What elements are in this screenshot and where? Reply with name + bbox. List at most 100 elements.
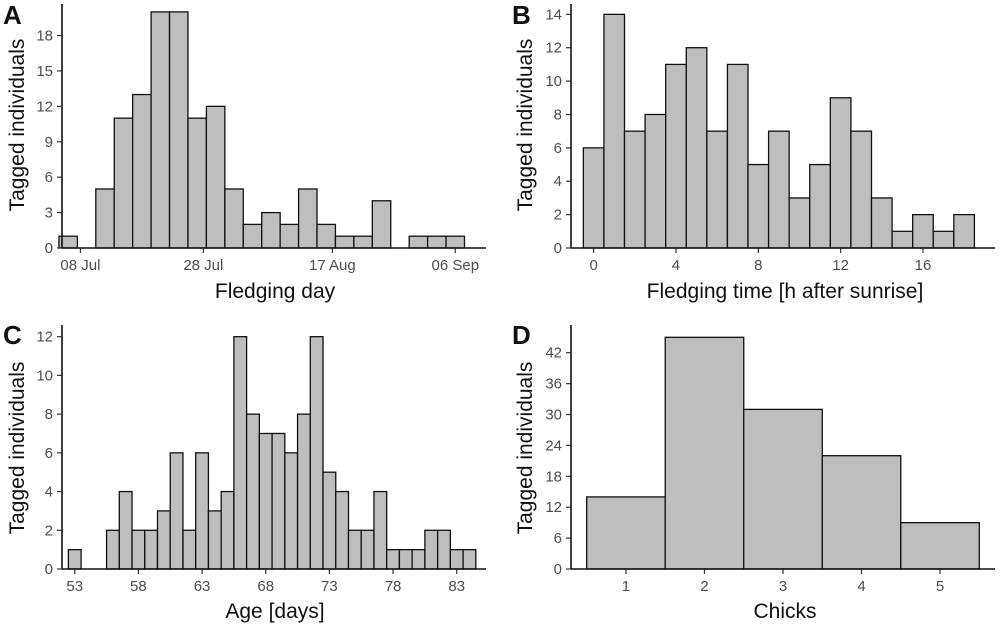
panel-c-ytick-label-3: 6 xyxy=(45,445,53,462)
panel-c-bar-16 xyxy=(271,432,286,570)
panel-d-bar-1 xyxy=(664,336,745,570)
panel-b-bar-17 xyxy=(932,230,955,249)
panel-c-bar-26 xyxy=(398,548,413,570)
panel-c-xtick-label-1: 58 xyxy=(130,578,147,595)
panel-d-bar-0 xyxy=(586,496,666,570)
panel-c-bar-19 xyxy=(309,336,324,570)
panel-d-ytick-label-2: 12 xyxy=(545,499,562,516)
panel-b-ytick-label-5: 10 xyxy=(545,73,562,90)
panel-a-bar-16 xyxy=(353,235,373,249)
panel-c-bar-7 xyxy=(156,510,171,570)
panel-c-bar-4 xyxy=(118,490,133,570)
panel-a-xtick-label-1: 28 Jul xyxy=(183,257,223,274)
panel-b-xlabel: Fledging time [h after sunrise] xyxy=(647,280,924,303)
panel-d: D Tagged individuals Chicks 061218243036… xyxy=(512,320,995,623)
panel-c-ytick-label-4: 8 xyxy=(45,406,53,423)
panel-a-bar-2 xyxy=(95,188,115,249)
panel-b-xtick-label-1: 4 xyxy=(672,257,680,274)
panel-c-bar-11 xyxy=(207,510,222,570)
panel-c-xticks: 53 58 63 68 73 78 83 xyxy=(66,569,465,595)
panel-b-ytick-label-2: 4 xyxy=(554,173,562,190)
panel-c-bar-27 xyxy=(411,548,426,570)
panel-a: A Tagged individuals Fledging day 0 3 6 9 12… xyxy=(3,0,486,303)
panel-a-bar-6 xyxy=(168,11,189,249)
panel-a-xtick-label-0: 08 Jul xyxy=(60,257,100,274)
panel-b-bar-13 xyxy=(850,130,873,249)
panel-b-bar-4 xyxy=(665,63,687,249)
panel-b-bar-16 xyxy=(912,213,934,249)
panel-c-bar-30 xyxy=(449,548,464,570)
panel-d-ylabel: Tagged individuals xyxy=(514,362,537,535)
panel-b-ytick-label-7: 14 xyxy=(545,6,562,23)
panel-d-bars xyxy=(586,336,980,570)
panel-c-bar-14 xyxy=(245,413,260,570)
panel-c-bar-24 xyxy=(373,490,388,570)
panel-a-letter: A xyxy=(3,0,22,30)
panel-b-bar-11 xyxy=(809,163,831,249)
panel-d-ytick-label-7: 42 xyxy=(545,345,562,362)
panel-b-bar-5 xyxy=(685,47,708,249)
panel-b-bar-7 xyxy=(726,63,749,249)
panel-a-bar-19 xyxy=(408,235,429,249)
panel-a-bar-15 xyxy=(334,235,355,249)
panel-c-bar-12 xyxy=(220,490,235,570)
panel-c-xtick-label-3: 68 xyxy=(257,578,274,595)
panel-c-ytick-label-1: 2 xyxy=(45,522,53,539)
panel-d-xlabel: Chicks xyxy=(753,600,816,623)
panel-c-bars xyxy=(67,336,477,570)
panel-d-ytick-label-1: 6 xyxy=(554,530,562,547)
panel-a-bar-4 xyxy=(132,93,152,249)
panel-c-bar-31 xyxy=(462,548,477,570)
panel-b-bar-8 xyxy=(747,163,770,249)
panel-d-xtick-label-2: 3 xyxy=(779,578,787,595)
panel-a-ylabel: Tagged individuals xyxy=(6,39,29,212)
panel-b-xtick-label-0: 0 xyxy=(589,257,597,274)
panel-d-yticks: 0 6 12 18 24 30 36 42 xyxy=(545,345,571,578)
panel-c-bar-20 xyxy=(322,471,337,570)
panel-d-xtick-label-3: 4 xyxy=(857,578,865,595)
panel-b-bar-10 xyxy=(788,197,811,249)
panel-b-bar-1 xyxy=(603,13,626,249)
panel-a-ytick-label-0: 0 xyxy=(45,240,53,257)
panel-d-ytick-label-5: 30 xyxy=(545,407,562,424)
panel-c-bar-29 xyxy=(436,529,451,570)
panel-c-xtick-label-2: 63 xyxy=(194,578,211,595)
panel-c-xtick-label-0: 53 xyxy=(66,578,83,595)
panel-d-ytick-label-3: 18 xyxy=(545,468,562,485)
panel-c-ytick-label-5: 10 xyxy=(36,367,53,384)
panel-c-bar-23 xyxy=(360,529,375,570)
panel-c-bar-21 xyxy=(335,490,350,570)
panel-c-ytick-label-0: 0 xyxy=(45,561,53,578)
panel-a-xlabel: Fledging day xyxy=(215,280,336,303)
panel-c-bar-3 xyxy=(105,529,120,570)
panel-a-ytick-label-4: 12 xyxy=(36,98,53,115)
panel-c-bar-6 xyxy=(144,529,159,570)
panel-a-bar-10 xyxy=(242,223,263,249)
panel-d-xtick-label-0: 1 xyxy=(622,578,630,595)
panel-c-xtick-label-5: 78 xyxy=(385,578,402,595)
panel-b-yticks: 0 2 4 6 8 10 12 14 xyxy=(545,6,571,257)
panel-b-bar-12 xyxy=(829,97,852,249)
panel-b-bar-6 xyxy=(706,130,729,249)
panel-c-bar-28 xyxy=(424,529,439,570)
panel-c-xtick-label-4: 73 xyxy=(321,578,338,595)
panel-b-xtick-label-4: 16 xyxy=(915,257,932,274)
panel-d-bar-2 xyxy=(743,408,823,570)
panel-a-ytick-label-1: 3 xyxy=(45,205,53,222)
panel-a-xticks: 08 Jul 28 Jul 17 Aug 06 Sep xyxy=(60,248,479,274)
panel-b-ytick-label-1: 2 xyxy=(554,207,562,224)
panel-d-xticks: 1 2 3 4 5 xyxy=(622,569,944,595)
panel-c-bar-0 xyxy=(67,548,82,570)
panel-c-bar-9 xyxy=(182,529,197,570)
panel-c-bar-25 xyxy=(386,548,401,570)
panel-c-yticks: 0 2 4 6 8 10 12 xyxy=(36,329,62,578)
panel-a-ytick-label-5: 15 xyxy=(36,63,53,80)
panel-b-letter: B xyxy=(512,0,531,30)
panel-b-ylabel: Tagged individuals xyxy=(514,39,537,212)
panel-a-bar-9 xyxy=(224,188,244,249)
panel-a-bar-14 xyxy=(316,223,337,249)
panel-c-bar-15 xyxy=(258,432,273,570)
panel-c-ytick-label-2: 4 xyxy=(45,484,53,501)
panel-d-ytick-label-4: 24 xyxy=(545,437,562,454)
panel-a-ytick-label-6: 18 xyxy=(36,28,53,45)
